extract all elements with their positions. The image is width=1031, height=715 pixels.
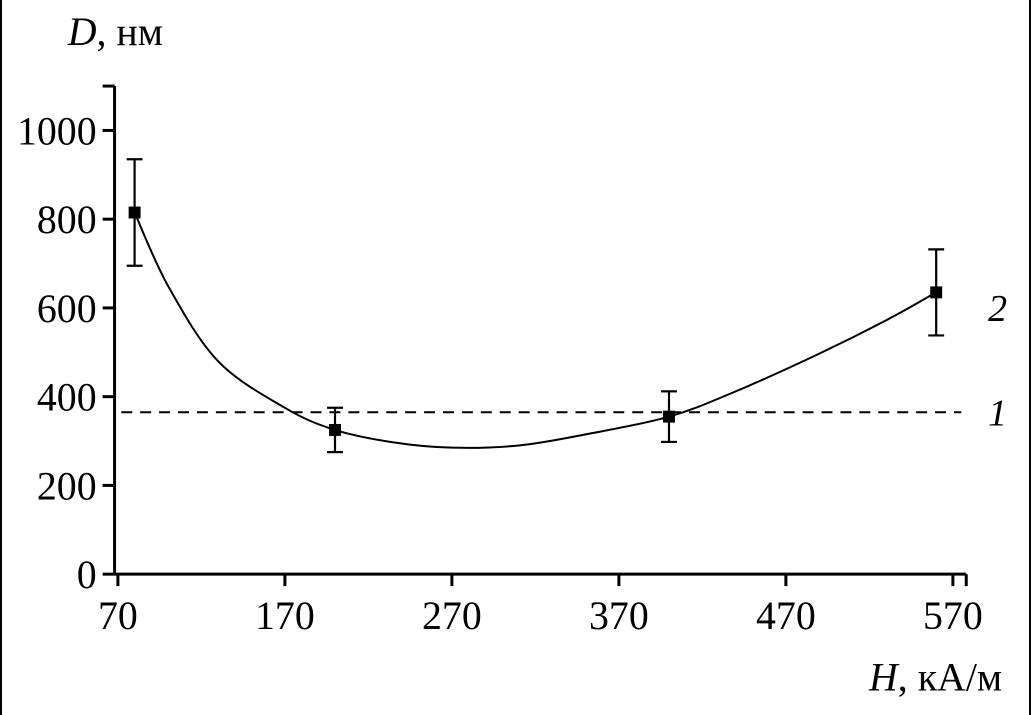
y-tick-label: 600	[37, 286, 97, 331]
data-point-marker	[329, 423, 341, 436]
y-axis-title: D, нм	[67, 9, 163, 54]
x-tick-label: 470	[756, 593, 816, 638]
x-axis-title-unit: , кА/м	[898, 655, 1002, 700]
series-label-1: 1	[988, 393, 1007, 435]
y-tick-label: 200	[37, 463, 97, 508]
x-tick-label: 270	[422, 593, 482, 638]
y-axis-title-var: D	[67, 9, 97, 54]
curve-series-2	[133, 212, 937, 449]
data-point-marker	[663, 410, 675, 423]
y-tick-label: 1000	[17, 108, 97, 153]
x-tick-label: 370	[589, 593, 649, 638]
x-tick-label: 70	[98, 593, 138, 638]
x-axis-title-var: H	[868, 655, 900, 700]
data-point-marker	[128, 206, 141, 219]
series-label-2: 2	[988, 288, 1007, 330]
y-tick-label: 0	[77, 552, 97, 597]
x-tick-label: 170	[255, 593, 315, 638]
y-tick-label: 400	[37, 375, 97, 420]
x-tick-label: 570	[923, 593, 983, 638]
y-axis-title-unit: , нм	[97, 9, 163, 54]
y-tick-label: 800	[37, 197, 97, 242]
data-point-marker	[930, 286, 943, 299]
x-axis-title: H, кА/м	[868, 655, 1002, 700]
